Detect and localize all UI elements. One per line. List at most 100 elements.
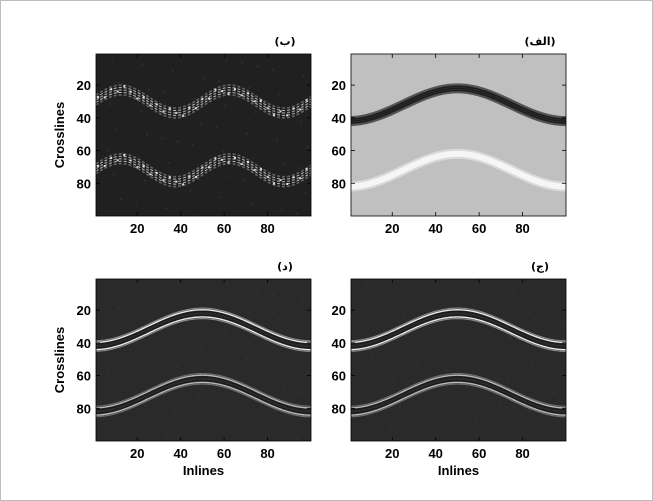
noise-dot — [470, 351, 473, 353]
plot-border — [95, 278, 312, 442]
noise-dot — [390, 426, 393, 429]
reflector-speckle — [201, 166, 204, 169]
noise-dot — [113, 173, 116, 176]
noise-dot — [176, 140, 179, 143]
noise-dot — [392, 380, 395, 383]
noise-dot — [537, 388, 540, 391]
noise-dot — [429, 411, 432, 414]
noise-dot — [245, 132, 248, 135]
noise-dot — [533, 318, 536, 321]
reflector-speckle — [181, 114, 184, 117]
noise-dot — [396, 288, 399, 291]
noise-dot — [509, 336, 512, 339]
plot-background — [351, 54, 566, 216]
noise-dot — [302, 75, 305, 78]
noise-dot — [278, 93, 281, 96]
noise-dot — [276, 139, 279, 142]
reflector-scatter — [96, 84, 311, 109]
y-tick-label: 80 — [77, 176, 91, 191]
noise-dot — [304, 416, 307, 419]
noise-dot — [274, 409, 277, 412]
reflector-speckle — [162, 110, 165, 113]
noise-dot — [552, 391, 555, 394]
noise-dot — [474, 421, 477, 424]
reflector-speckle — [136, 166, 139, 169]
feature-upper-reflector — [351, 307, 566, 352]
reflector-speckle — [149, 104, 152, 107]
reflector-speckle — [194, 107, 197, 110]
noise-dot — [165, 207, 168, 210]
noise-dot — [496, 287, 499, 290]
noise-dot — [148, 313, 151, 316]
noise-dot — [137, 380, 140, 383]
noise-dot — [200, 122, 203, 125]
reflector-edge — [96, 372, 311, 407]
noise-dot — [374, 423, 377, 425]
y-tick-label: 60 — [332, 144, 346, 159]
noise-dot — [226, 283, 229, 286]
noise-dot — [368, 398, 371, 401]
noise-dot — [304, 191, 307, 194]
noise-dot — [189, 414, 192, 417]
reflector-striation — [351, 153, 566, 187]
noise-dot — [424, 341, 427, 344]
y-tick-label: 40 — [77, 111, 91, 126]
reflector-speckle — [299, 108, 302, 111]
noise-dot — [276, 364, 279, 367]
noise-dot — [479, 329, 482, 332]
noise-dot — [453, 393, 456, 396]
noise-dot — [111, 282, 114, 285]
reflector-speckle — [136, 97, 139, 100]
y-tick-label: 20 — [332, 303, 346, 318]
noise-dot — [361, 373, 364, 376]
y-tick-label: 20 — [77, 303, 91, 318]
reflector-speckle — [227, 92, 230, 95]
image-layer — [96, 279, 311, 441]
x-tick-label: 40 — [428, 446, 442, 461]
x-tick-label: 20 — [130, 446, 144, 461]
noise-dot — [219, 421, 222, 424]
reflector-edge — [96, 317, 311, 352]
reflector-edge — [351, 376, 566, 411]
noise-dot — [195, 214, 198, 216]
reflector-edge — [351, 309, 566, 344]
noise-dot — [535, 434, 538, 437]
noise-dot — [139, 109, 142, 112]
noise-dot — [163, 91, 166, 94]
noise-dot — [529, 409, 532, 412]
noise-dot — [295, 212, 298, 215]
reflector-speckle — [214, 157, 217, 160]
y-tick-label: 60 — [77, 144, 91, 159]
reflector-scatter — [96, 158, 311, 183]
reflector-speckle — [155, 172, 158, 175]
panel-dal: 20 40 60 80 20 40 60 80 (د) Crosslines Inlines — [52, 260, 312, 478]
reflector-speckle — [240, 94, 243, 97]
noise-dot — [193, 98, 196, 101]
reflector-speckle — [279, 110, 282, 113]
noise-dot — [198, 168, 201, 171]
feature-lower-reflector — [96, 153, 311, 188]
noise-dot — [122, 377, 125, 380]
reflector-speckle — [116, 159, 119, 162]
reflector-speckle — [233, 88, 236, 91]
noise-dot — [215, 126, 218, 128]
reflector-speckle — [305, 168, 308, 171]
reflector-speckle — [175, 180, 178, 183]
noise-dot — [550, 437, 553, 440]
noise-dot — [563, 324, 566, 327]
noise-dot — [256, 290, 259, 293]
noise-dot — [193, 323, 196, 326]
noise-dot — [400, 359, 403, 362]
noise-dot — [202, 76, 205, 79]
reflector-scatter — [96, 91, 311, 116]
noise-dot — [135, 426, 138, 429]
reflector-speckle — [155, 103, 158, 106]
noise-dot — [122, 152, 125, 155]
noise-dot — [278, 318, 281, 321]
reflector-speckle — [292, 176, 295, 179]
reflector-speckle — [260, 168, 263, 171]
noise-dot — [109, 328, 112, 331]
noise-dot — [117, 306, 120, 309]
reflector-speckle — [260, 99, 263, 102]
reflector-speckle — [162, 179, 165, 182]
